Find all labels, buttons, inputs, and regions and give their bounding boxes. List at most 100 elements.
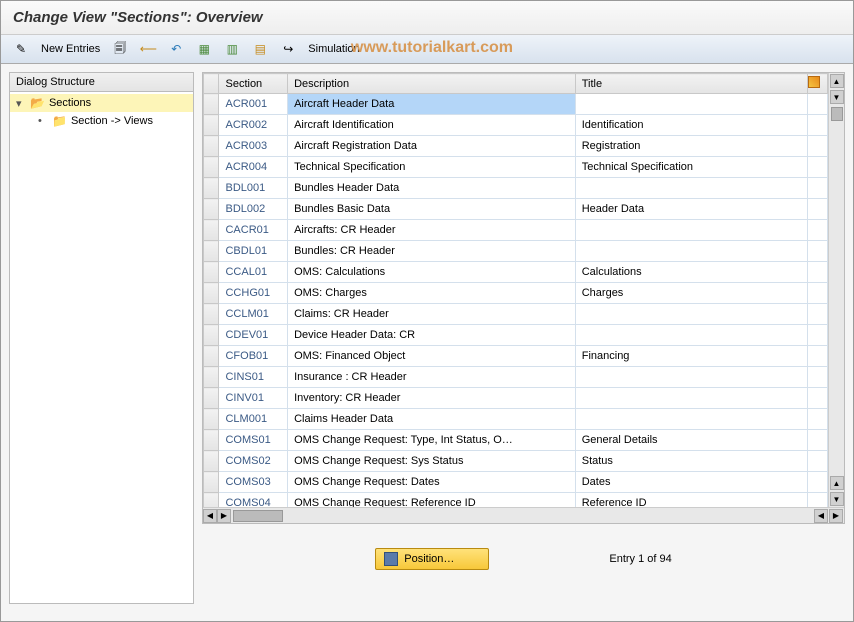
table-row[interactable]: CDEV01Device Header Data: CR <box>204 325 828 346</box>
cell-section[interactable]: CBDL01 <box>219 241 288 262</box>
row-selector[interactable] <box>204 241 219 262</box>
col-section[interactable]: Section <box>219 74 288 94</box>
table-row[interactable]: ACR004Technical SpecificationTechnical S… <box>204 157 828 178</box>
table-row[interactable]: CLM001Claims Header Data <box>204 409 828 430</box>
row-selector[interactable] <box>204 220 219 241</box>
cell-description[interactable]: Aircraft Identification <box>288 115 576 136</box>
cell-title[interactable]: General Details <box>575 430 807 451</box>
cell-title[interactable]: Calculations <box>575 262 807 283</box>
cell-title[interactable] <box>575 241 807 262</box>
table-row[interactable]: CCHG01OMS: ChargesCharges <box>204 283 828 304</box>
cell-section[interactable]: CINS01 <box>219 367 288 388</box>
cell-description[interactable]: Device Header Data: CR <box>288 325 576 346</box>
cell-title[interactable] <box>575 325 807 346</box>
row-selector[interactable] <box>204 157 219 178</box>
cell-description[interactable]: OMS Change Request: Reference ID <box>288 493 576 508</box>
row-selector[interactable] <box>204 472 219 493</box>
scroll-down-icon[interactable]: ▼ <box>830 492 844 506</box>
cell-section[interactable]: BDL001 <box>219 178 288 199</box>
cell-description[interactable]: OMS Change Request: Dates <box>288 472 576 493</box>
cell-section[interactable]: ACR001 <box>219 94 288 115</box>
cell-description[interactable]: Bundles Basic Data <box>288 199 576 220</box>
cell-description[interactable]: OMS Change Request: Sys Status <box>288 451 576 472</box>
cell-title[interactable]: Identification <box>575 115 807 136</box>
cell-section[interactable]: ACR003 <box>219 136 288 157</box>
cell-section[interactable]: COMS01 <box>219 430 288 451</box>
row-selector[interactable] <box>204 262 219 283</box>
cell-description[interactable]: Bundles: CR Header <box>288 241 576 262</box>
row-selector[interactable] <box>204 178 219 199</box>
table-row[interactable]: ACR002Aircraft IdentificationIdentificat… <box>204 115 828 136</box>
table-row[interactable]: COMS04OMS Change Request: Reference IDRe… <box>204 493 828 508</box>
cell-section[interactable]: COMS02 <box>219 451 288 472</box>
vertical-scrollbar[interactable]: ▲ ▼ ▲ ▼ <box>828 73 844 507</box>
table-row[interactable]: COMS02OMS Change Request: Sys StatusStat… <box>204 451 828 472</box>
cell-description[interactable]: Aircraft Header Data <box>288 94 576 115</box>
cell-title[interactable]: Registration <box>575 136 807 157</box>
cell-description[interactable]: Claims: CR Header <box>288 304 576 325</box>
table-row[interactable]: BDL001Bundles Header Data <box>204 178 828 199</box>
rowmark-header[interactable] <box>204 74 219 94</box>
row-selector[interactable] <box>204 325 219 346</box>
row-selector[interactable] <box>204 304 219 325</box>
table-row[interactable]: CINS01Insurance : CR Header <box>204 367 828 388</box>
deselect-all-button[interactable]: ▤ <box>248 39 272 59</box>
table-row[interactable]: BDL002Bundles Basic DataHeader Data <box>204 199 828 220</box>
cell-section[interactable]: COMS03 <box>219 472 288 493</box>
row-selector[interactable] <box>204 493 219 508</box>
row-selector[interactable] <box>204 430 219 451</box>
table-row[interactable]: CCLM01Claims: CR Header <box>204 304 828 325</box>
table-row[interactable]: ACR003Aircraft Registration DataRegistra… <box>204 136 828 157</box>
table-row[interactable]: COMS01OMS Change Request: Type, Int Stat… <box>204 430 828 451</box>
cell-description[interactable]: Inventory: CR Header <box>288 388 576 409</box>
row-selector[interactable] <box>204 94 219 115</box>
cell-section[interactable]: CCAL01 <box>219 262 288 283</box>
cell-description[interactable]: OMS Change Request: Type, Int Status, O… <box>288 430 576 451</box>
table-row[interactable]: CBDL01Bundles: CR Header <box>204 241 828 262</box>
save-button[interactable]: ▦ <box>192 39 216 59</box>
row-selector[interactable] <box>204 283 219 304</box>
cell-description[interactable]: Bundles Header Data <box>288 178 576 199</box>
table-row[interactable]: CINV01Inventory: CR Header <box>204 388 828 409</box>
table-row[interactable]: CACR01Aircrafts: CR Header <box>204 220 828 241</box>
cell-section[interactable]: BDL002 <box>219 199 288 220</box>
col-title[interactable]: Title <box>575 74 807 94</box>
cell-section[interactable]: COMS04 <box>219 493 288 508</box>
transport-button[interactable]: ↪ <box>276 39 300 59</box>
cell-title[interactable] <box>575 388 807 409</box>
cell-section[interactable]: CCLM01 <box>219 304 288 325</box>
scroll-thumb[interactable] <box>831 107 843 121</box>
simulation-button[interactable]: Simulation <box>304 41 363 57</box>
scroll-up-icon[interactable]: ▲ <box>830 74 844 88</box>
col-description[interactable]: Description <box>288 74 576 94</box>
select-all-button[interactable]: ▥ <box>220 39 244 59</box>
cell-title[interactable]: Financing <box>575 346 807 367</box>
tree-item-section-views[interactable]: • 📁 Section -> Views <box>10 112 193 130</box>
toggle-button[interactable]: ✎ <box>9 39 33 59</box>
copy-button[interactable]: 🗐 <box>108 39 132 59</box>
table-row[interactable]: COMS03OMS Change Request: DatesDates <box>204 472 828 493</box>
cell-title[interactable] <box>575 367 807 388</box>
undo-button[interactable]: ⟵ <box>136 39 160 59</box>
cell-title[interactable]: Technical Specification <box>575 157 807 178</box>
row-selector[interactable] <box>204 367 219 388</box>
cell-title[interactable]: Dates <box>575 472 807 493</box>
cell-title[interactable]: Charges <box>575 283 807 304</box>
row-selector[interactable] <box>204 115 219 136</box>
cell-description[interactable]: OMS: Charges <box>288 283 576 304</box>
cell-section[interactable]: ACR004 <box>219 157 288 178</box>
cell-title[interactable]: Status <box>575 451 807 472</box>
cell-section[interactable]: ACR002 <box>219 115 288 136</box>
collapse-icon[interactable]: ▾ <box>16 97 26 110</box>
cell-section[interactable]: CINV01 <box>219 388 288 409</box>
scroll-down-step-icon[interactable]: ▲ <box>830 476 844 490</box>
cell-section[interactable]: CDEV01 <box>219 325 288 346</box>
scroll-up-step-icon[interactable]: ▼ <box>830 90 844 104</box>
row-selector[interactable] <box>204 346 219 367</box>
delimit-button[interactable]: ↶ <box>164 39 188 59</box>
cell-description[interactable]: Technical Specification <box>288 157 576 178</box>
cell-description[interactable]: OMS: Financed Object <box>288 346 576 367</box>
row-selector[interactable] <box>204 451 219 472</box>
position-button[interactable]: Position… <box>375 548 489 570</box>
table-row[interactable]: CFOB01OMS: Financed ObjectFinancing <box>204 346 828 367</box>
